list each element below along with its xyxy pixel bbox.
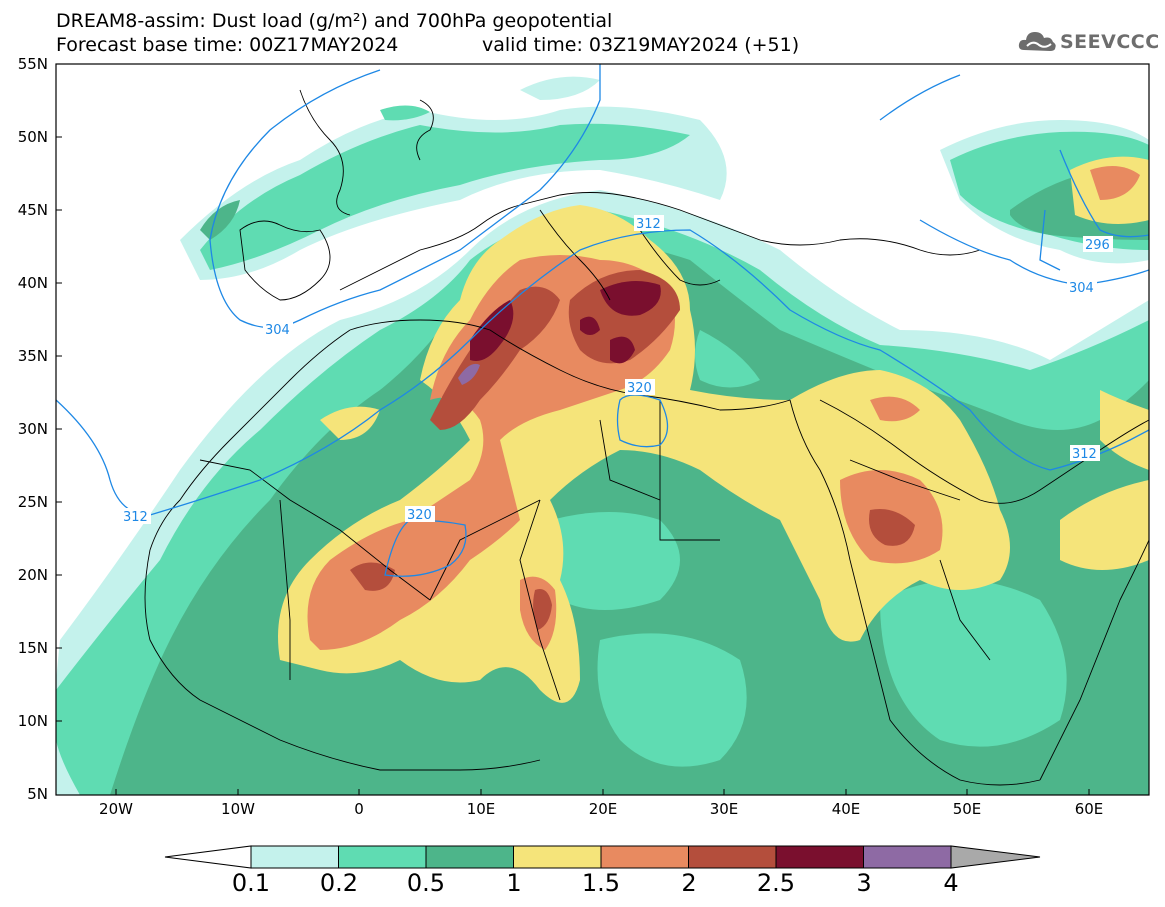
contour-label-296-caspian: 296 [1085, 238, 1110, 253]
lat-label: 50N [17, 128, 48, 146]
colorbar-label: 3 [856, 869, 872, 897]
colorbar-label: 2.5 [756, 869, 796, 897]
map-title: DREAM8-assim: Dust load (g/m²) and 700hP… [56, 10, 613, 32]
geopotential-contours [56, 64, 1149, 577]
cloud-logo-icon [1018, 32, 1056, 51]
lon-label: 50E [952, 800, 982, 818]
colorbar-label: 4 [943, 869, 959, 897]
graticule-ticks [56, 136, 1090, 795]
map-frame [55, 63, 1150, 796]
lat-label: 25N [17, 493, 48, 511]
lat-label: 30N [17, 420, 48, 438]
contour-label-312-east: 312 [1072, 447, 1097, 462]
contour-label-304-iberia: 304 [265, 323, 290, 338]
lon-label: 60E [1074, 800, 1104, 818]
logo-text: SEEVCCC [1060, 31, 1160, 53]
contour-label-320-sahara: 320 [407, 508, 432, 523]
lon-label: 10E [466, 800, 496, 818]
colorbar-label: 1.5 [581, 869, 621, 897]
colorbar-label: 0.2 [319, 869, 359, 897]
lon-label: 0 [354, 800, 364, 818]
lat-label: 5N [27, 785, 48, 803]
lat-label: 10N [17, 712, 48, 730]
contour-label-312-west: 312 [123, 510, 148, 525]
lon-label: 30E [709, 800, 739, 818]
colorbar-label: 2 [681, 869, 697, 897]
colorbar-label: 0.1 [231, 869, 271, 897]
contour-labels: 312 320 304 320 312 296 304 312 [121, 215, 1113, 525]
lat-label: 55N [17, 55, 48, 73]
dust-level-3 [458, 363, 480, 385]
colorbar-label: 1 [506, 869, 522, 897]
valid-time: valid time: 03Z19MAY2024 (+51) [482, 34, 800, 56]
lat-label: 15N [17, 639, 48, 657]
dust-level-2.5 [470, 281, 661, 364]
forecast-base-time: Forecast base time: 00Z17MAY2024 [56, 34, 399, 56]
lon-label: 40E [831, 800, 861, 818]
lat-label: 45N [17, 201, 48, 219]
colorbar-label: 0.5 [406, 869, 446, 897]
contour-label-304-east: 304 [1069, 281, 1094, 296]
lat-label: 20N [17, 566, 48, 584]
lat-label: 35N [17, 347, 48, 365]
coastlines-and-borders [144, 89, 1149, 786]
seevccc-logo: SEEVCCC [1018, 26, 1159, 58]
contour-label-320-libya: 320 [627, 381, 652, 396]
lon-label: 20E [588, 800, 618, 818]
contour-label-312-balkans: 312 [636, 217, 661, 232]
lon-label: 10W [221, 800, 255, 818]
lon-label: 20W [99, 800, 133, 818]
lat-label: 40N [17, 274, 48, 292]
